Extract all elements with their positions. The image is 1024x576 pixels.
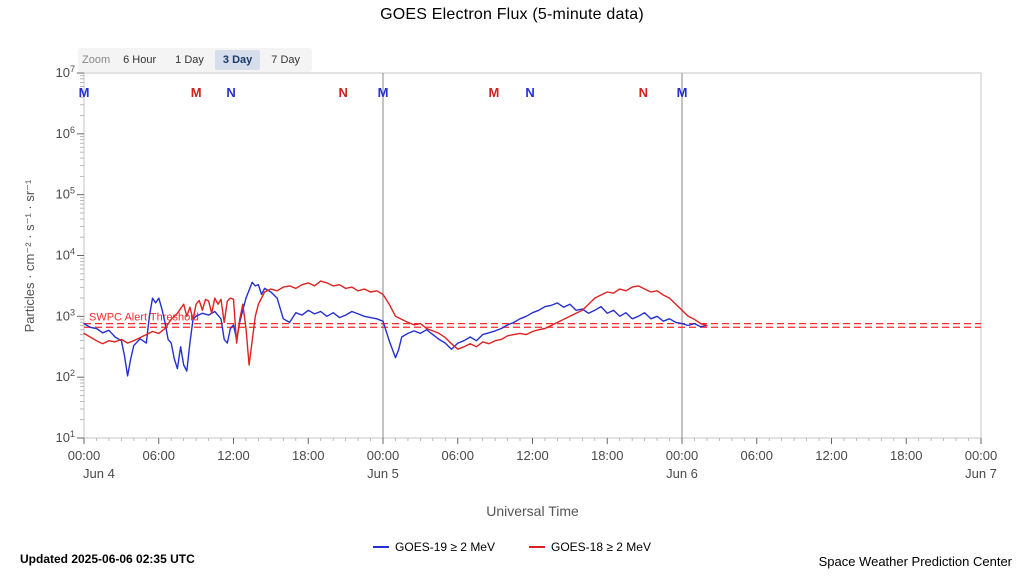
y-tick-label: 107 (56, 64, 75, 80)
x-tick-label: 18:00 (292, 448, 325, 463)
x-tick-label: 00:00 (666, 448, 699, 463)
x-axis-title: Universal Time (486, 503, 579, 519)
series-line-1 (83, 280, 708, 366)
event-marker-m: M (79, 85, 90, 100)
event-marker-m: M (378, 85, 389, 100)
x-tick-label: 12:00 (516, 448, 549, 463)
event-marker-n: N (639, 85, 648, 100)
x-tick-label: 00:00 (367, 448, 400, 463)
x-tick-label: 06:00 (740, 448, 773, 463)
x-tick-label: 18:00 (890, 448, 923, 463)
event-marker-n: N (226, 85, 235, 100)
x-tick-label: 00:00 (68, 448, 101, 463)
x-tick-label: 06:00 (441, 448, 474, 463)
series-line-0 (83, 281, 708, 377)
zoom-button-3day[interactable]: 3 Day (214, 50, 261, 70)
event-marker-m: M (191, 85, 202, 100)
y-tick-label: 101 (56, 429, 75, 445)
zoom-button-6hour[interactable]: 6 Hour (115, 50, 165, 70)
x-tick-label: 12:00 (815, 448, 848, 463)
zoom-button-7day[interactable]: 7 Day (263, 50, 309, 70)
x-day-label: Jun 5 (367, 466, 399, 481)
y-axis-title: Particles · cm⁻² · s⁻¹ · sr⁻¹ (22, 179, 37, 333)
y-tick-label: 104 (56, 247, 75, 263)
y-tick-label: 106 (56, 125, 75, 141)
legend-item-goes18: GOES-18 ≥ 2 MeV (529, 540, 651, 554)
plot-frame (83, 72, 982, 439)
zoom-button-1day[interactable]: 1 Day (167, 50, 212, 70)
y-tick-label: 105 (56, 186, 75, 202)
y-tick-label: 102 (56, 368, 75, 384)
event-marker-m: M (488, 85, 499, 100)
x-day-label: Jun 6 (666, 466, 698, 481)
x-tick-label: 00:00 (965, 448, 998, 463)
event-marker-n: N (338, 85, 347, 100)
x-day-label: Jun 7 (965, 466, 997, 481)
zoom-label: Zoom (82, 54, 111, 66)
source-attribution: Space Weather Prediction Center (818, 554, 1012, 569)
alert-threshold-label: SWPC Alert Threshold (89, 312, 199, 324)
legend-label-goes19: GOES-19 ≥ 2 MeV (395, 540, 495, 554)
x-day-label: Jun 4 (83, 466, 115, 481)
legend-swatch-goes19 (373, 546, 390, 548)
legend-item-goes19: GOES-19 ≥ 2 MeV (373, 540, 495, 554)
x-tick-label: 06:00 (142, 448, 175, 463)
legend: GOES-19 ≥ 2 MeV GOES-18 ≥ 2 MeV (0, 540, 1024, 554)
y-tick-label: 103 (56, 307, 75, 323)
legend-swatch-goes18 (529, 546, 545, 548)
updated-timestamp: Updated 2025-06-06 02:35 UTC (20, 552, 195, 566)
event-marker-n: N (525, 85, 534, 100)
event-marker-m: M (677, 85, 688, 100)
x-tick-label: 12:00 (217, 448, 250, 463)
zoom-toolbar: Zoom 6 Hour 1 Day 3 Day 7 Day (78, 48, 313, 72)
chart-title: GOES Electron Flux (5-minute data) (380, 6, 644, 23)
legend-label-goes18: GOES-18 ≥ 2 MeV (551, 540, 651, 554)
x-tick-label: 18:00 (591, 448, 624, 463)
